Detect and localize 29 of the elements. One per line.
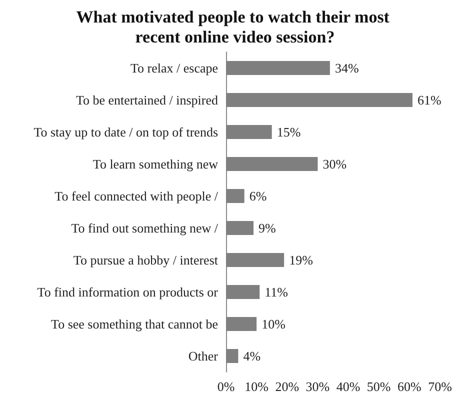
data-label: 30% xyxy=(322,156,347,172)
data-label: 6% xyxy=(249,188,267,204)
x-tick-label: 50% xyxy=(366,379,391,394)
data-label: 9% xyxy=(258,220,276,236)
x-tick-label: 30% xyxy=(306,379,330,394)
x-tick-label: 60% xyxy=(398,379,422,394)
y-tick-label: To pursue a hobby / interest xyxy=(73,252,218,268)
y-tick-label: To find information on products or xyxy=(37,284,219,300)
data-label: 10% xyxy=(262,316,286,332)
x-tick-label: 40% xyxy=(336,379,360,394)
y-tick-label: To stay up to date / on top of trends xyxy=(34,124,218,140)
data-label: 4% xyxy=(243,348,261,364)
x-tick-label: 20% xyxy=(275,379,300,394)
x-tick-label: 70% xyxy=(428,379,452,394)
x-tick-label: 10% xyxy=(244,379,269,394)
y-tick-label: To learn something new xyxy=(92,156,219,172)
y-tick-label: To relax / escape xyxy=(130,60,218,76)
data-label: 34% xyxy=(334,60,359,76)
y-tick-label: Other xyxy=(188,348,219,364)
data-label: 11% xyxy=(264,284,288,300)
y-tick-label: To see something that cannot be xyxy=(51,316,218,332)
data-label: 61% xyxy=(417,92,442,108)
data-label: 19% xyxy=(289,252,314,268)
chart-title: What motivated people to watch their most recent online video session? xyxy=(76,8,394,46)
y-tick-label: To find out something new / xyxy=(71,220,218,236)
data-label: 15% xyxy=(276,124,301,140)
y-tick-label: To feel connected with people / xyxy=(54,188,218,204)
y-tick-label: To be entertained / inspired xyxy=(76,92,218,108)
x-tick-label: 0% xyxy=(217,379,235,394)
